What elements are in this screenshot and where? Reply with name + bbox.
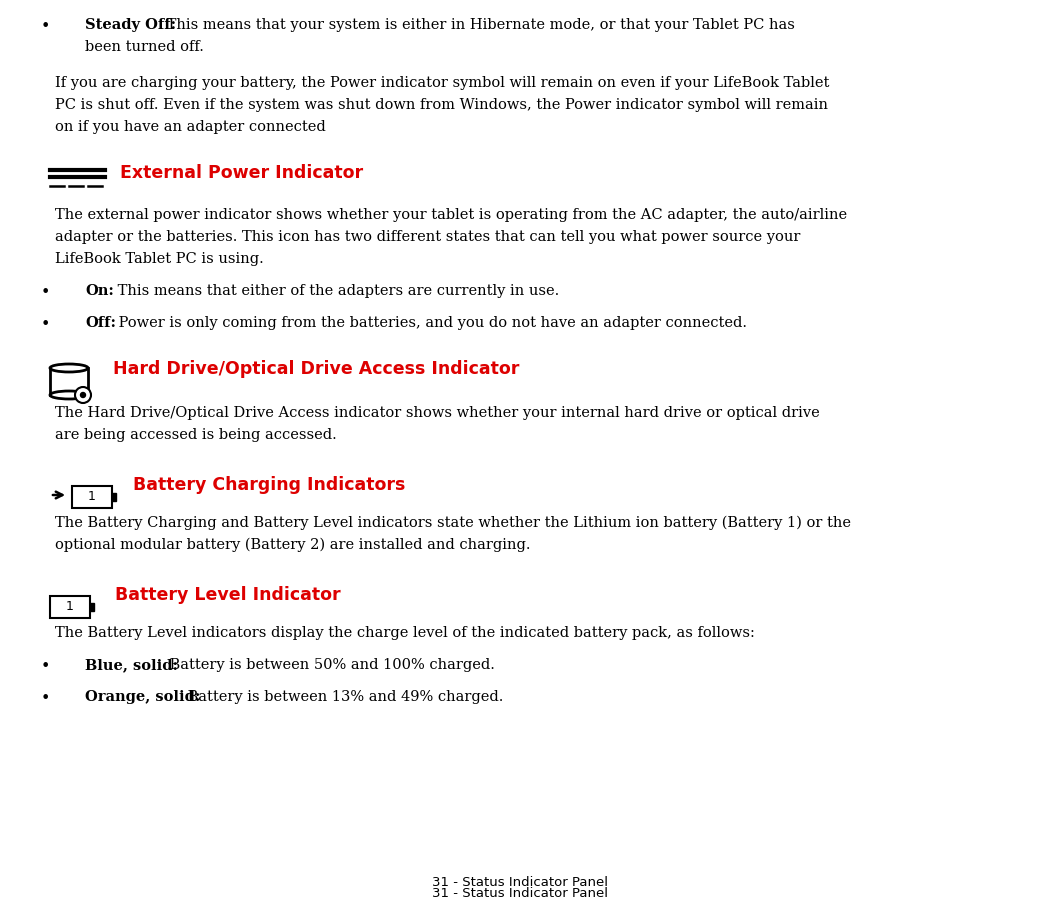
Circle shape	[80, 393, 85, 397]
Text: been turned off.: been turned off.	[85, 40, 204, 54]
Text: Off:: Off:	[85, 316, 116, 330]
Text: Steady Off:: Steady Off:	[85, 18, 177, 32]
Text: Blue, solid:: Blue, solid:	[85, 658, 178, 672]
Ellipse shape	[50, 364, 88, 372]
Text: on if you have an adapter connected: on if you have an adapter connected	[55, 120, 326, 134]
Polygon shape	[50, 368, 88, 399]
Text: •: •	[41, 284, 50, 301]
Text: The external power indicator shows whether your tablet is operating from the AC : The external power indicator shows wheth…	[55, 208, 847, 222]
FancyBboxPatch shape	[72, 486, 112, 508]
Text: •: •	[41, 658, 50, 675]
Text: Battery is between 13% and 49% charged.: Battery is between 13% and 49% charged.	[183, 690, 503, 704]
Text: •: •	[41, 18, 50, 35]
FancyBboxPatch shape	[90, 603, 94, 612]
Text: are being accessed is being accessed.: are being accessed is being accessed.	[55, 428, 337, 442]
Text: The Hard Drive/Optical Drive Access indicator shows whether your internal hard d: The Hard Drive/Optical Drive Access indi…	[55, 406, 820, 420]
Text: optional modular battery (Battery 2) are installed and charging.: optional modular battery (Battery 2) are…	[55, 538, 531, 552]
Text: Power is only coming from the batteries, and you do not have an adapter connecte: Power is only coming from the batteries,…	[114, 316, 747, 330]
Text: The Battery Level indicators display the charge level of the indicated battery p: The Battery Level indicators display the…	[55, 626, 755, 640]
Text: •: •	[41, 316, 50, 333]
Text: Hard Drive/Optical Drive Access Indicator: Hard Drive/Optical Drive Access Indicato…	[113, 360, 520, 378]
Text: adapter or the batteries. This icon has two different states that can tell you w: adapter or the batteries. This icon has …	[55, 230, 800, 244]
Text: This means that either of the adapters are currently in use.: This means that either of the adapters a…	[113, 284, 559, 298]
Text: LifeBook Tablet PC is using.: LifeBook Tablet PC is using.	[55, 252, 264, 266]
Text: 1: 1	[66, 601, 74, 614]
Text: 31 - Status Indicator Panel: 31 - Status Indicator Panel	[431, 887, 608, 900]
Text: 31 - Status Indicator Panel: 31 - Status Indicator Panel	[431, 876, 608, 889]
FancyBboxPatch shape	[50, 596, 90, 618]
Text: 1: 1	[88, 491, 96, 503]
Text: PC is shut off. Even if the system was shut down from Windows, the Power indicat: PC is shut off. Even if the system was s…	[55, 98, 828, 112]
Text: External Power Indicator: External Power Indicator	[119, 164, 363, 182]
Text: The Battery Charging and Battery Level indicators state whether the Lithium ion : The Battery Charging and Battery Level i…	[55, 516, 851, 530]
Text: Orange, solid:: Orange, solid:	[85, 690, 201, 704]
FancyBboxPatch shape	[112, 492, 116, 501]
Text: Battery Level Indicator: Battery Level Indicator	[115, 586, 341, 604]
Text: If you are charging your battery, the Power indicator symbol will remain on even: If you are charging your battery, the Po…	[55, 76, 829, 90]
Circle shape	[75, 387, 91, 403]
Text: Battery Charging Indicators: Battery Charging Indicators	[133, 476, 405, 494]
Text: This means that your system is either in Hibernate mode, or that your Tablet PC : This means that your system is either in…	[162, 18, 795, 32]
Text: On:: On:	[85, 284, 114, 298]
Text: Battery is between 50% and 100% charged.: Battery is between 50% and 100% charged.	[165, 658, 495, 672]
Text: •: •	[41, 690, 50, 707]
